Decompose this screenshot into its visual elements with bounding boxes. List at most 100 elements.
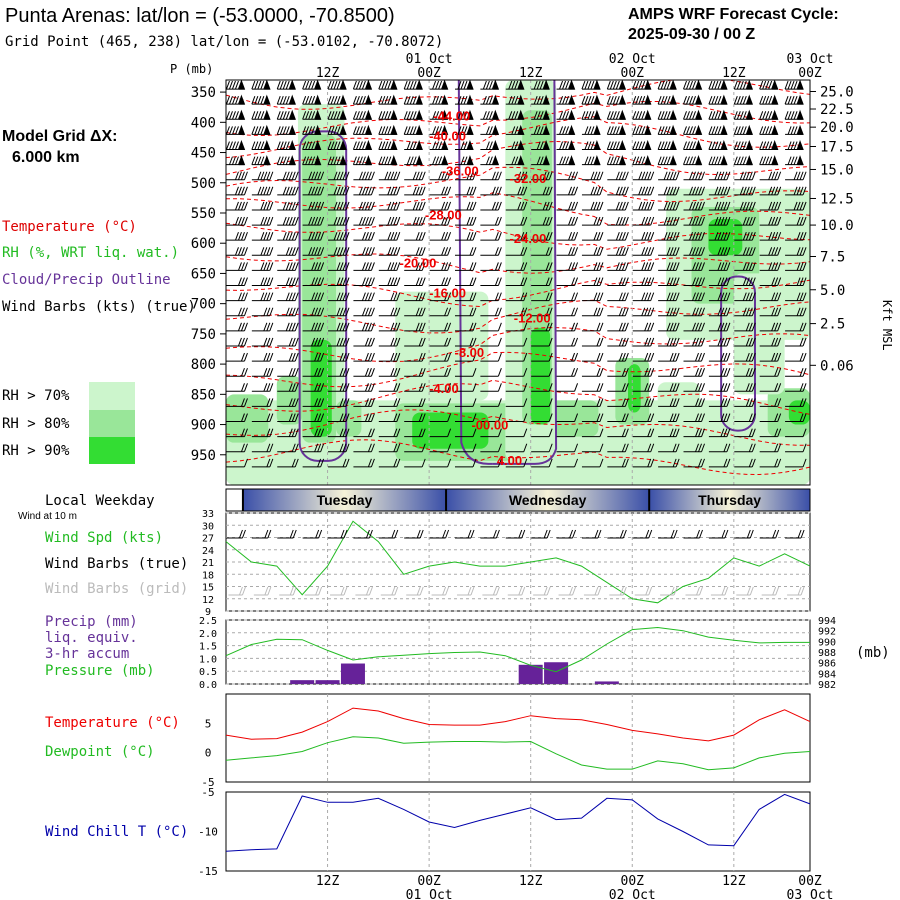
wind-barb xyxy=(480,109,500,120)
wind-barb xyxy=(251,368,274,377)
wind-barb xyxy=(404,201,426,211)
wind-barb xyxy=(328,186,350,196)
wind-barb xyxy=(683,124,703,135)
wind-barb xyxy=(531,171,553,181)
wind-barb xyxy=(378,201,401,211)
wind-barb xyxy=(251,216,274,226)
wind-barb xyxy=(480,171,502,181)
wind-barb xyxy=(759,398,782,407)
wind-barb xyxy=(658,458,680,468)
height-tick-label: 5.0 xyxy=(820,283,845,299)
wind-barb xyxy=(302,307,325,317)
isotherm-line xyxy=(226,222,810,250)
wind-barb xyxy=(734,322,756,332)
wind-barb xyxy=(759,80,779,90)
wind-barb xyxy=(657,154,677,166)
y-tick-label: 0.5 xyxy=(199,667,217,678)
wind-barb xyxy=(784,80,804,90)
grid-wind-barb xyxy=(228,586,246,596)
wind-barb xyxy=(531,139,550,151)
wind-barb xyxy=(302,109,322,120)
wind-barb xyxy=(276,124,296,135)
wind-barb xyxy=(556,139,576,151)
y-tick-label: 2.5 xyxy=(199,616,217,627)
wind-barb xyxy=(226,171,248,181)
wind-barb xyxy=(480,247,502,256)
wind-barb xyxy=(226,292,248,302)
wind-barb xyxy=(429,94,449,105)
wind-barb xyxy=(226,186,248,196)
y-tick-label: -5 xyxy=(201,776,214,789)
wind-barb xyxy=(683,171,705,181)
wind-barb xyxy=(632,216,655,226)
wind-barb xyxy=(683,109,703,120)
isotherm-line xyxy=(226,279,810,308)
date-label-bottom: 02 Oct xyxy=(609,888,656,900)
pressure-tick-label: 400 xyxy=(191,115,216,131)
wind-barb xyxy=(302,94,322,105)
wind-barb xyxy=(277,428,299,438)
wind-barb xyxy=(531,383,553,392)
wind-barb xyxy=(328,277,350,287)
wind-barb xyxy=(759,232,782,241)
wind-barb xyxy=(556,413,579,423)
wind-barb xyxy=(733,124,754,135)
wind-barb xyxy=(734,458,756,468)
wind-chill-label: Wind Chill T (°C) xyxy=(45,824,188,840)
wind-barb xyxy=(302,232,325,241)
wind-barb xyxy=(251,413,274,423)
wind-barb xyxy=(328,216,350,226)
wind-barb xyxy=(302,171,325,181)
wind-barb xyxy=(302,124,322,135)
wind-barb xyxy=(454,109,474,120)
precip-liq-label: liq. equiv. xyxy=(45,630,138,646)
weekday-label: Tuesday xyxy=(317,492,373,508)
wind-barb xyxy=(277,171,299,181)
wind-barb xyxy=(353,458,375,468)
wind-barb xyxy=(556,232,579,241)
wind-barb xyxy=(404,216,426,226)
legend-rh70: RH > 70% xyxy=(2,388,70,404)
wind-barb xyxy=(251,154,271,166)
wind-barb xyxy=(531,307,553,317)
grid-wind-barb xyxy=(380,586,399,596)
wind-barb xyxy=(531,80,550,90)
wind-barb xyxy=(226,383,248,392)
pressure-tick-label: 650 xyxy=(191,266,216,282)
wind-barb xyxy=(226,154,246,166)
wind-barb xyxy=(531,262,553,271)
wind-barb xyxy=(734,247,756,256)
wind-barb xyxy=(759,458,782,468)
pressure-tick-label: 600 xyxy=(191,236,216,252)
wind-barb xyxy=(556,80,576,90)
wind-barb xyxy=(480,216,502,226)
surface-wind-barb xyxy=(378,529,399,539)
time-tick-label-bottom: 00Z xyxy=(798,874,822,889)
wind-barb xyxy=(759,443,782,453)
time-tick-label-top: 12Z xyxy=(519,66,543,81)
wind-barb xyxy=(429,428,452,438)
wind-barb xyxy=(759,383,782,392)
wind-barb xyxy=(403,109,423,120)
wind-barb xyxy=(429,216,452,226)
rh-region xyxy=(310,339,332,437)
wind-barb xyxy=(734,216,756,226)
wind-barb xyxy=(328,458,350,468)
wind-barb xyxy=(276,94,296,105)
pressure-tick-label: 992 xyxy=(818,627,836,638)
wind-barb xyxy=(226,247,248,256)
wind-barb xyxy=(353,337,375,347)
wind-barb xyxy=(454,232,477,241)
wind-barb xyxy=(251,337,274,347)
wind-barb xyxy=(657,139,677,151)
wind-barb xyxy=(454,154,474,166)
wind-barb xyxy=(353,443,375,453)
wind-barb xyxy=(556,124,576,135)
precip-bar xyxy=(340,663,365,684)
wind-barb xyxy=(683,428,705,438)
wind-barb xyxy=(734,307,756,317)
cloud-outline xyxy=(501,62,503,74)
grid-wind-barb xyxy=(710,586,729,596)
legend-rh90: RH > 90% xyxy=(2,443,70,459)
